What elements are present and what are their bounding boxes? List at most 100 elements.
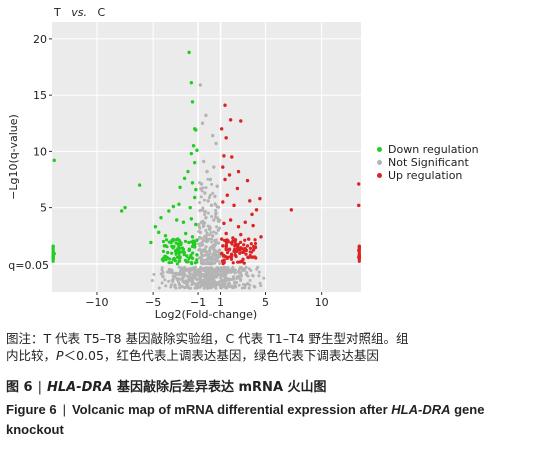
x-tick-label: −1 <box>190 296 206 309</box>
data-points <box>51 50 361 290</box>
point-not-significant <box>218 262 222 266</box>
legend-item-up: Up regulation <box>374 169 479 182</box>
point-not-significant <box>204 210 208 214</box>
point-not-significant <box>245 271 249 275</box>
point-not-significant <box>219 286 223 290</box>
point-down-regulation <box>184 231 188 236</box>
point-down-regulation <box>194 187 198 192</box>
point-down-regulation <box>175 262 179 266</box>
point-up-regulation <box>219 237 224 241</box>
figure-note: 图注：T 代表 T5–T8 基因敲除实验组，C 代表 T1–T4 野生型对照组。… <box>6 330 538 364</box>
point-down-regulation <box>171 257 176 262</box>
point-up-regulation <box>242 243 246 247</box>
point-down-regulation <box>191 144 196 148</box>
point-up-regulation <box>357 203 361 208</box>
point-up-regulation <box>233 253 237 257</box>
point-down-regulation <box>190 256 195 260</box>
y-tick-label: 20 <box>33 33 47 46</box>
point-down-regulation <box>163 234 168 238</box>
point-up-regulation <box>244 252 248 256</box>
point-not-significant <box>207 271 211 275</box>
point-not-significant <box>181 279 185 283</box>
vs-label: vs. <box>71 6 87 19</box>
figure-separator-cn: | <box>37 380 42 395</box>
point-not-significant <box>212 248 216 252</box>
point-up-regulation <box>249 242 253 246</box>
point-not-significant <box>199 278 203 282</box>
point-down-regulation <box>153 225 158 229</box>
point-not-significant <box>257 274 261 278</box>
point-up-regulation <box>246 255 250 259</box>
point-down-regulation <box>190 181 195 185</box>
point-not-significant <box>193 286 197 290</box>
point-up-regulation <box>227 173 232 177</box>
point-up-regulation <box>224 244 228 249</box>
point-not-significant <box>237 283 241 287</box>
point-up-regulation <box>236 225 241 229</box>
point-not-significant <box>160 266 164 270</box>
point-not-significant <box>234 268 238 272</box>
point-down-regulation <box>176 237 180 241</box>
point-not-significant <box>205 231 209 235</box>
point-not-significant <box>171 274 175 278</box>
point-up-regulation <box>227 247 232 251</box>
legend-label-ns: Not Significant <box>388 156 469 169</box>
point-up-regulation <box>228 118 233 122</box>
point-not-significant <box>256 265 260 269</box>
point-not-significant <box>173 285 177 289</box>
figure-label-en: Figure 6 <box>6 402 57 417</box>
point-up-regulation <box>254 208 259 212</box>
point-up-regulation <box>222 221 226 226</box>
point-not-significant <box>214 141 218 146</box>
point-not-significant <box>210 237 214 241</box>
point-not-significant <box>203 261 207 265</box>
point-not-significant <box>198 209 202 213</box>
point-not-significant <box>199 195 203 199</box>
gene-name-cn: HLA-DRA <box>46 380 113 395</box>
group-t-label: T <box>54 6 61 19</box>
point-not-significant <box>203 273 207 277</box>
x-tick-label: 5 <box>262 296 269 309</box>
point-not-significant <box>217 241 221 245</box>
point-up-regulation <box>357 182 361 186</box>
point-not-significant <box>191 267 195 271</box>
legend-marker-down <box>377 147 382 152</box>
point-not-significant <box>200 243 205 247</box>
point-up-regulation <box>250 212 254 217</box>
point-up-regulation <box>235 186 240 191</box>
x-tick-label: 1 <box>217 296 224 309</box>
point-up-regulation <box>229 252 234 256</box>
point-down-regulation <box>161 249 166 253</box>
point-up-regulation <box>236 169 241 174</box>
point-not-significant <box>212 165 216 169</box>
point-down-regulation <box>193 261 198 265</box>
point-not-significant <box>206 211 210 215</box>
point-up-regulation <box>357 244 361 248</box>
point-up-regulation <box>221 244 225 248</box>
point-not-significant <box>223 285 227 289</box>
point-not-significant <box>203 191 207 195</box>
point-up-regulation <box>289 208 294 212</box>
point-not-significant <box>239 272 243 276</box>
figure-label-cn: 图 6 <box>6 380 33 395</box>
point-not-significant <box>179 268 183 272</box>
point-up-regulation <box>251 223 255 228</box>
point-not-significant <box>239 277 243 281</box>
point-not-significant <box>182 270 186 274</box>
point-up-regulation <box>238 251 242 255</box>
point-down-regulation <box>174 252 178 256</box>
point-down-regulation <box>123 205 127 210</box>
point-not-significant <box>195 270 199 274</box>
point-down-regulation <box>191 251 195 255</box>
point-not-significant <box>202 269 206 273</box>
point-up-regulation <box>253 241 258 246</box>
point-not-significant <box>215 272 219 276</box>
point-not-significant <box>233 280 237 284</box>
point-not-significant <box>246 274 250 278</box>
point-not-significant <box>205 237 209 241</box>
figure-note-line-1: 图注：T 代表 T5–T8 基因敲除实验组，C 代表 T1–T4 野生型对照组。… <box>6 331 409 346</box>
point-not-significant <box>197 248 201 252</box>
point-up-regulation <box>243 238 247 242</box>
point-not-significant <box>214 215 218 219</box>
